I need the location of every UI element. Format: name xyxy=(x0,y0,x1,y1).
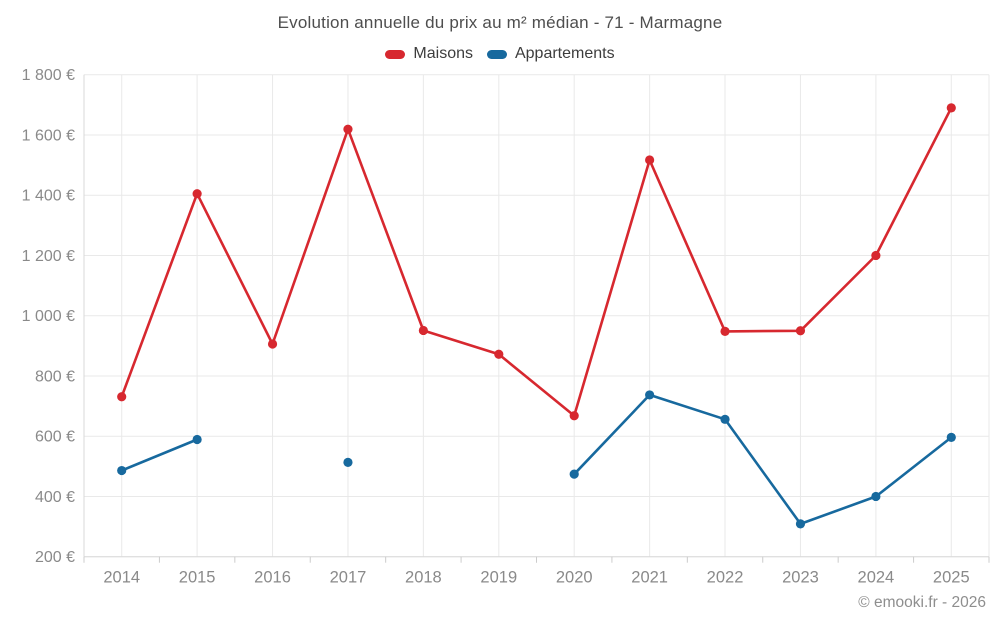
y-axis-tick-label: 800 € xyxy=(35,368,75,385)
legend-label-appartements: Appartements xyxy=(514,45,615,62)
data-point-appartements-2014[interactable] xyxy=(117,465,127,476)
data-point-maisons-2016[interactable] xyxy=(267,339,278,349)
x-axis-tick-label: 2021 xyxy=(631,569,668,587)
data-point-maisons-2021[interactable] xyxy=(645,155,655,165)
data-point-maisons-2019[interactable] xyxy=(494,349,504,359)
data-point-maisons-2024[interactable] xyxy=(871,250,881,261)
data-point-appartements-2021[interactable] xyxy=(645,390,655,400)
y-axis-tick-label: 1 200 € xyxy=(22,248,75,265)
data-point-maisons-2014[interactable] xyxy=(117,392,127,402)
x-axis-tick-label: 2014 xyxy=(103,569,140,587)
maisons-color-swatch-icon xyxy=(385,49,406,59)
data-point-maisons-2025[interactable] xyxy=(946,103,956,113)
data-point-maisons-2020[interactable] xyxy=(569,411,579,421)
appartements-color-swatch-icon xyxy=(486,49,507,59)
x-axis-tick-label: 2022 xyxy=(707,569,744,587)
series-line-appartements xyxy=(120,393,953,526)
series-line-maisons xyxy=(120,106,953,417)
y-axis-tick-label: 1 600 € xyxy=(22,127,75,144)
y-axis-tick-label: 600 € xyxy=(35,429,75,446)
x-axis-tick-label: 2018 xyxy=(405,569,442,587)
x-axis-tick-label: 2015 xyxy=(179,569,216,587)
legend-item-maisons[interactable]: Maisons xyxy=(385,45,473,63)
data-point-maisons-2023[interactable] xyxy=(795,326,806,336)
x-axis-tick-label: 2017 xyxy=(330,569,367,587)
data-point-appartements-2017[interactable] xyxy=(343,457,353,468)
x-axis-tick-label: 2023 xyxy=(782,569,819,587)
chart-legend: Maisons Appartements xyxy=(0,45,1000,63)
legend-item-appartements[interactable]: Appartements xyxy=(486,45,615,63)
data-point-appartements-2025[interactable] xyxy=(946,432,956,443)
x-axis-tick-label: 2025 xyxy=(933,569,970,587)
data-point-maisons-2017[interactable] xyxy=(343,124,353,134)
x-axis-tick-label: 2020 xyxy=(556,569,593,587)
data-point-maisons-2022[interactable] xyxy=(720,326,730,336)
data-point-appartements-2020[interactable] xyxy=(569,469,579,479)
watermark-credit: © emooki.fr - 2026 xyxy=(858,594,986,611)
y-axis-tick-label: 1 800 € xyxy=(22,67,75,84)
y-axis-tick-label: 400 € xyxy=(35,489,75,506)
x-axis-tick-label: 2024 xyxy=(858,569,895,587)
y-axis-tick-label: 1 000 € xyxy=(22,308,75,325)
data-point-appartements-2024[interactable] xyxy=(871,491,881,502)
data-point-maisons-2015[interactable] xyxy=(192,189,202,199)
data-point-appartements-2015[interactable] xyxy=(192,434,202,445)
data-point-appartements-2022[interactable] xyxy=(720,414,730,424)
legend-label-maisons: Maisons xyxy=(413,45,473,62)
x-axis-tick-label: 2019 xyxy=(480,569,517,587)
y-axis-tick-label: 1 400 € xyxy=(22,188,75,205)
y-axis-tick-label: 200 € xyxy=(35,549,75,566)
data-point-appartements-2023[interactable] xyxy=(795,519,806,529)
chart-title: Evolution annuelle du prix au m² médian … xyxy=(277,13,723,32)
x-axis-tick-label: 2016 xyxy=(254,569,291,587)
data-point-maisons-2018[interactable] xyxy=(418,325,428,336)
